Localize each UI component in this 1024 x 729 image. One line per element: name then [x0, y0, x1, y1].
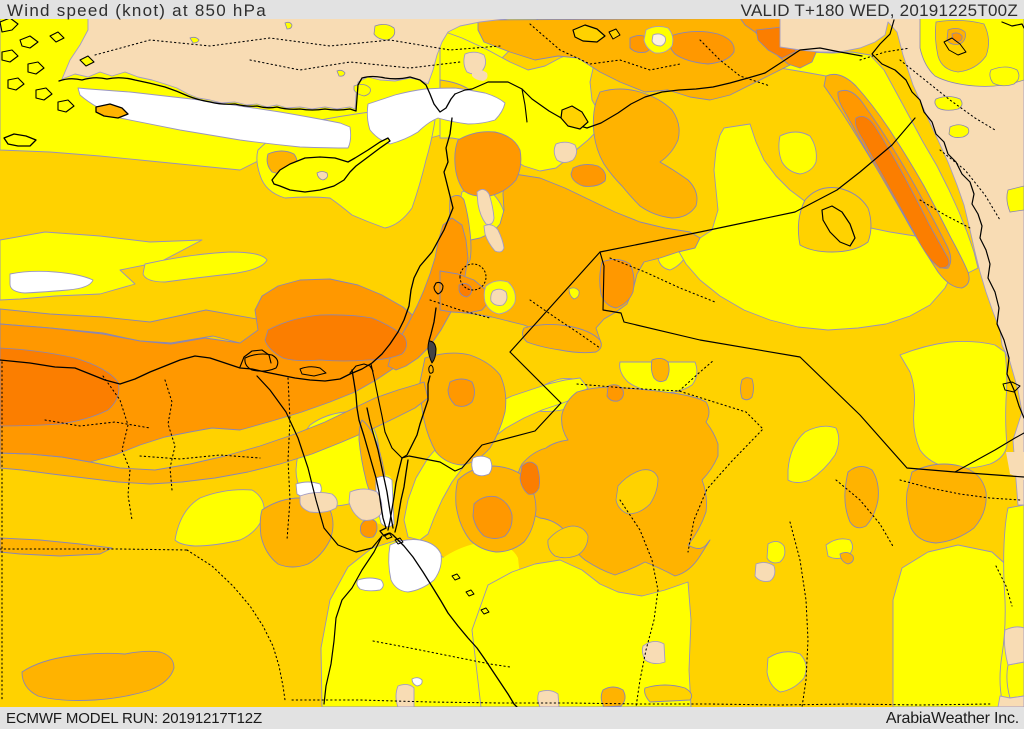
svg-text:ECMWF MODEL RUN: 20191217T12Z: ECMWF MODEL RUN: 20191217T12Z — [6, 710, 262, 727]
svg-text:ArabiaWeather Inc.: ArabiaWeather Inc. — [886, 710, 1019, 727]
svg-text:VALID T+180 WED, 20191225T00Z: VALID T+180 WED, 20191225T00Z — [741, 1, 1018, 20]
svg-text:Wind speed (knot) at 850 hPa: Wind speed (knot) at 850 hPa — [7, 1, 267, 20]
